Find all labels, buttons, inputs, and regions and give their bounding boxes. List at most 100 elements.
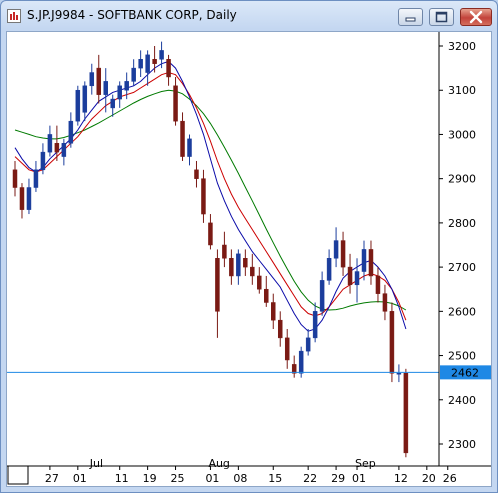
candle-body xyxy=(264,288,269,303)
minimize-icon xyxy=(405,17,416,22)
candle-body xyxy=(250,266,255,277)
candle-body xyxy=(103,81,108,95)
x-tick-label: 11 xyxy=(115,472,129,485)
y-tick-label: 3000 xyxy=(448,128,476,141)
price-tag xyxy=(440,365,491,380)
chart-area: 2462 3200 3100 3000 2900 2800 2700 2600 2500 240… xyxy=(6,31,492,487)
candle-body xyxy=(117,85,122,100)
candle-body xyxy=(284,337,290,361)
candle-body xyxy=(347,266,353,286)
candle-body xyxy=(361,249,367,272)
x-tick-label: 12 xyxy=(394,472,408,485)
x-tick-label: 08 xyxy=(233,472,247,485)
candle-body xyxy=(110,98,115,109)
candle-body xyxy=(12,169,18,188)
candle-body xyxy=(298,350,304,374)
chart-app-icon xyxy=(7,9,21,23)
candle-body xyxy=(26,187,32,210)
x-tick-label: 20 xyxy=(422,472,436,485)
x-tick-label: 29 xyxy=(331,472,345,485)
y-tick-label: 2800 xyxy=(448,217,476,230)
candle-body xyxy=(403,372,409,454)
x-tick-label: 25 xyxy=(171,472,185,485)
month-label: Aug xyxy=(208,457,229,470)
candle-body xyxy=(187,138,192,157)
ma-fast-line xyxy=(14,60,407,332)
candle-body xyxy=(138,59,143,69)
candle-body xyxy=(124,81,129,91)
candle-body xyxy=(382,293,388,312)
candle-body xyxy=(277,319,283,339)
candle-body xyxy=(368,249,374,277)
candle-body xyxy=(222,244,227,259)
x-tick-label: 22 xyxy=(303,472,317,485)
candle-body xyxy=(271,302,276,321)
minimize-button[interactable] xyxy=(398,8,423,26)
candle-body xyxy=(389,311,395,374)
candle-body xyxy=(208,222,213,246)
month-label: Sep xyxy=(355,457,376,470)
close-button[interactable] xyxy=(460,8,492,26)
candle-body xyxy=(152,59,157,64)
x-tick-label: 01 xyxy=(73,472,87,485)
maximize-button[interactable] xyxy=(429,8,454,26)
candle-body xyxy=(131,67,136,82)
y-tick-label: 2600 xyxy=(448,305,476,318)
candle-body xyxy=(40,151,46,171)
y-tick-label: 2300 xyxy=(448,438,476,451)
candle-body xyxy=(291,364,297,374)
candlestick-chart[interactable]: 2462 3200 3100 3000 2900 2800 2700 2600 2500 240… xyxy=(7,32,491,486)
candle-body xyxy=(75,89,81,122)
window-title: S.JP.J9984 - SOFTBANK CORP, Daily xyxy=(27,8,237,22)
maximize-icon xyxy=(435,11,448,23)
candle-body xyxy=(54,143,60,153)
candle-body xyxy=(326,258,332,281)
candle-body xyxy=(173,85,178,122)
y-tick-label: 3200 xyxy=(448,40,476,53)
candle-body xyxy=(229,258,234,277)
y-tick-label: 3100 xyxy=(448,84,476,97)
candle-body xyxy=(82,85,88,113)
ma-slow-line xyxy=(14,89,407,311)
candle-body xyxy=(166,59,171,78)
candle-body xyxy=(257,275,262,290)
candle-body xyxy=(215,258,220,312)
candle-body xyxy=(201,178,206,215)
candle-body xyxy=(236,253,241,277)
candle-body xyxy=(47,134,53,153)
candle-body xyxy=(96,67,102,95)
candle-body xyxy=(396,372,402,375)
candle-body xyxy=(354,271,360,286)
close-icon xyxy=(469,10,483,24)
candle-body xyxy=(61,143,67,157)
x-tick-label: 19 xyxy=(143,472,157,485)
candle-body xyxy=(180,120,185,157)
x-tick-label: 15 xyxy=(268,472,282,485)
candle-body xyxy=(89,72,95,87)
candle-body xyxy=(319,280,325,312)
candle-body xyxy=(194,169,199,179)
candle-body xyxy=(340,240,346,268)
y-tick-label: 2400 xyxy=(448,394,476,407)
candle-body xyxy=(19,187,25,210)
candle-body xyxy=(312,311,318,339)
x-tick-label: 26 xyxy=(443,472,457,485)
corner-box xyxy=(7,465,29,485)
candle-body xyxy=(159,50,164,60)
candle-body xyxy=(333,240,339,259)
candle-body xyxy=(68,120,74,144)
title-bar[interactable]: S.JP.J9984 - SOFTBANK CORP, Daily xyxy=(1,1,497,31)
price-tag-label: 2462 xyxy=(451,366,479,379)
y-tick-label: 2900 xyxy=(448,173,476,186)
candle-body xyxy=(33,169,39,188)
candle-body xyxy=(243,258,248,268)
y-tick-label: 2500 xyxy=(448,350,476,363)
x-tick-label: 27 xyxy=(45,472,59,485)
ma-mid-line xyxy=(14,71,407,321)
candle-body xyxy=(305,337,311,352)
month-label: Jul xyxy=(89,457,103,470)
y-tick-label: 2700 xyxy=(448,261,476,274)
x-tick-label: 01 xyxy=(205,472,219,485)
candle-body xyxy=(375,275,381,294)
